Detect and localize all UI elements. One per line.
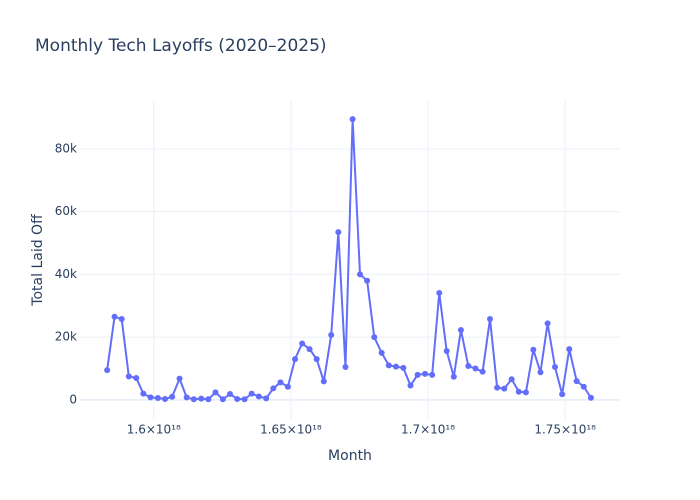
point [465, 363, 472, 370]
point [292, 356, 299, 363]
point [104, 367, 111, 374]
point [335, 229, 342, 236]
point [537, 369, 544, 376]
point [515, 388, 522, 395]
point [587, 394, 594, 401]
point [573, 378, 580, 385]
point [263, 395, 270, 402]
point [212, 389, 219, 396]
chart-title: Monthly Tech Layoffs (2020–2025) [35, 36, 327, 56]
point [479, 368, 486, 375]
point [436, 289, 443, 296]
point [205, 396, 212, 403]
point [147, 394, 154, 401]
y-axis-title: Total Laid Off [30, 214, 46, 307]
point [169, 393, 176, 400]
point [559, 391, 566, 398]
point [385, 362, 392, 369]
y-tick-label: 0 [69, 392, 77, 406]
point [248, 390, 255, 397]
point [400, 364, 407, 371]
point [176, 375, 183, 382]
point [198, 395, 205, 402]
point [407, 382, 414, 389]
point [277, 379, 284, 386]
point [364, 277, 371, 284]
point [328, 331, 335, 338]
point [140, 390, 147, 397]
point [342, 363, 349, 370]
point [299, 340, 306, 347]
point [241, 396, 248, 403]
point [306, 346, 313, 353]
point [357, 271, 364, 278]
point [494, 384, 501, 391]
point [522, 389, 529, 396]
point [429, 371, 436, 378]
point [457, 326, 464, 333]
point [255, 393, 262, 400]
point [422, 370, 429, 377]
point [501, 385, 508, 392]
point [566, 346, 573, 353]
point [508, 376, 515, 383]
point [118, 315, 125, 322]
y-tick-label: 80k [55, 141, 77, 155]
x-tick-label: 1.75×10¹⁸ [534, 423, 596, 437]
point [270, 385, 277, 392]
point [552, 363, 559, 370]
x-axis-title: Month [328, 448, 372, 464]
point [320, 378, 327, 385]
point [378, 349, 385, 356]
point [313, 356, 320, 363]
point [450, 373, 457, 380]
point [349, 116, 356, 123]
point [414, 371, 421, 378]
point [472, 365, 479, 372]
point [371, 334, 378, 341]
point [580, 383, 587, 390]
x-tick-label: 1.6×10¹⁸ [127, 423, 181, 437]
point [111, 313, 118, 320]
point [227, 390, 234, 397]
point [183, 394, 190, 401]
point [544, 320, 551, 327]
point [392, 363, 399, 370]
point [443, 347, 450, 354]
point [234, 395, 241, 402]
point [133, 374, 140, 381]
point [219, 396, 226, 403]
point [162, 395, 169, 402]
point [154, 395, 161, 402]
y-tick-label: 40k [55, 267, 77, 281]
y-tick-label: 60k [55, 204, 77, 218]
point [530, 346, 537, 353]
point [125, 373, 132, 380]
point [190, 396, 197, 403]
point [284, 383, 291, 390]
x-tick-label: 1.65×10¹⁸ [260, 423, 322, 437]
x-tick-label: 1.7×10¹⁸ [401, 423, 455, 437]
point [487, 315, 494, 322]
y-tick-label: 20k [55, 330, 77, 344]
